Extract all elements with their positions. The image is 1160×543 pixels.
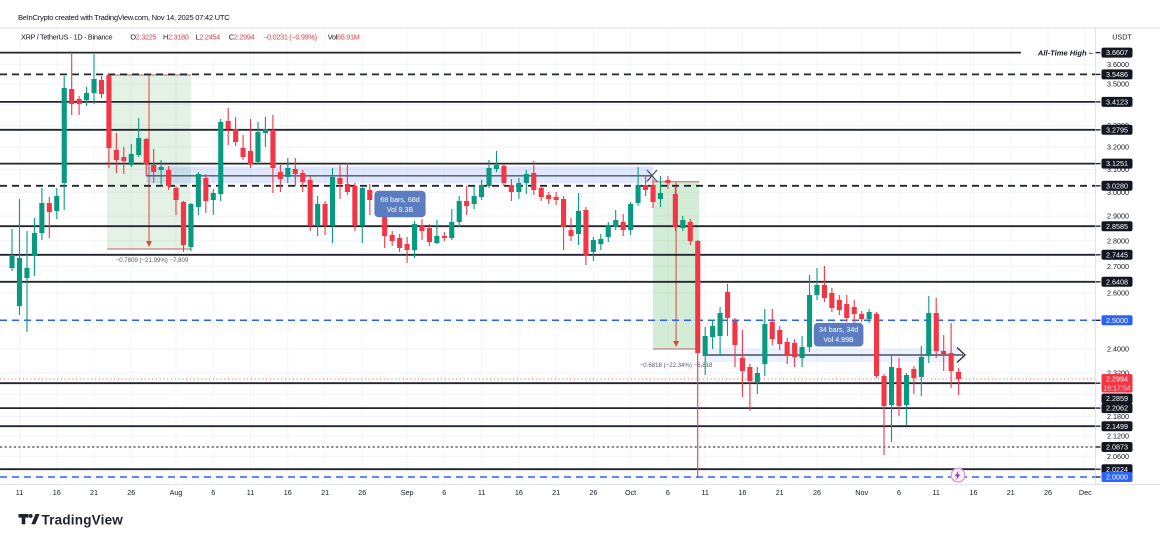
- svg-text:21: 21: [552, 488, 560, 497]
- svg-text:2.6000: 2.6000: [1107, 288, 1129, 297]
- svg-text:26: 26: [127, 488, 135, 497]
- svg-text:2.6408: 2.6408: [1106, 277, 1128, 286]
- svg-text:L2.2454: L2.2454: [196, 33, 221, 42]
- svg-text:26: 26: [1044, 488, 1052, 497]
- svg-text:6: 6: [897, 488, 901, 497]
- svg-text:2.8585: 2.8585: [1106, 222, 1128, 231]
- svg-text:2.2859: 2.2859: [1106, 394, 1128, 403]
- svg-text:Vol65.91M: Vol65.91M: [328, 33, 360, 42]
- svg-text:3.1000: 3.1000: [1107, 165, 1129, 174]
- svg-text:34 bars, 34d: 34 bars, 34d: [819, 326, 858, 334]
- svg-text:11: 11: [478, 488, 485, 497]
- svg-text:C2.2994: C2.2994: [229, 33, 255, 42]
- svg-text:2.0224: 2.0224: [1106, 465, 1128, 474]
- svg-text:3.1251: 3.1251: [1106, 159, 1128, 168]
- svg-text:2.7445: 2.7445: [1106, 250, 1128, 259]
- svg-text:16: 16: [970, 488, 978, 497]
- svg-text:6: 6: [442, 488, 446, 497]
- svg-text:21: 21: [321, 488, 329, 497]
- svg-text:H2.3180: H2.3180: [163, 33, 189, 42]
- svg-text:2.1499: 2.1499: [1106, 422, 1128, 431]
- svg-text:21: 21: [90, 488, 98, 497]
- svg-text:XRP / TetherUS · 1D · Binance: XRP / TetherUS · 1D · Binance: [21, 33, 112, 42]
- svg-text:21: 21: [1007, 488, 1015, 497]
- svg-text:Dec: Dec: [1079, 488, 1092, 497]
- svg-text:Sep: Sep: [401, 488, 414, 497]
- svg-text:2.4000: 2.4000: [1107, 345, 1129, 354]
- svg-text:3.0000: 3.0000: [1107, 188, 1129, 197]
- svg-text:2.0000: 2.0000: [1106, 473, 1128, 482]
- svg-text:2.0600: 2.0600: [1107, 452, 1129, 461]
- svg-text:2.2994: 2.2994: [1106, 375, 1128, 384]
- svg-text:BeInCrypto created with Tradin: BeInCrypto created with TradingView.com,…: [18, 13, 230, 22]
- svg-text:11: 11: [247, 488, 254, 497]
- svg-text:2.9000: 2.9000: [1107, 212, 1129, 221]
- svg-text:Aug: Aug: [170, 488, 183, 497]
- svg-text:11: 11: [701, 488, 708, 497]
- svg-text:TradingView: TradingView: [42, 513, 124, 528]
- svg-text:16: 16: [53, 488, 61, 497]
- svg-text:Oct: Oct: [625, 488, 636, 497]
- svg-text:6: 6: [211, 488, 215, 497]
- svg-text:16: 16: [284, 488, 292, 497]
- svg-text:16:17:54: 16:17:54: [1103, 385, 1130, 392]
- svg-text:−0.6818 (−22.34%) −6,818: −0.6818 (−22.34%) −6,818: [640, 362, 713, 369]
- svg-text:68 bars, 68d: 68 bars, 68d: [380, 196, 419, 204]
- svg-text:Vol 4.99B: Vol 4.99B: [823, 336, 854, 344]
- svg-text:2.1800: 2.1800: [1107, 412, 1129, 421]
- svg-text:3.6000: 3.6000: [1107, 60, 1129, 69]
- svg-text:3.2000: 3.2000: [1107, 143, 1129, 152]
- svg-text:3.0280: 3.0280: [1106, 181, 1128, 190]
- svg-text:2.0873: 2.0873: [1106, 443, 1128, 452]
- svg-text:USDT: USDT: [1112, 33, 1132, 42]
- svg-text:−0.7809 (−21.99%) −7,809: −0.7809 (−21.99%) −7,809: [116, 257, 189, 264]
- svg-text:6: 6: [666, 488, 670, 497]
- svg-text:Vol 9.3B: Vol 9.3B: [387, 206, 414, 214]
- svg-text:O2.3225: O2.3225: [130, 33, 156, 42]
- svg-text:Nov: Nov: [855, 488, 868, 497]
- svg-text:2.8000: 2.8000: [1107, 236, 1129, 245]
- svg-text:3.6607: 3.6607: [1106, 48, 1128, 57]
- svg-text:16: 16: [738, 488, 746, 497]
- svg-text:11: 11: [932, 488, 939, 497]
- svg-text:2.3200: 2.3200: [1107, 368, 1129, 377]
- svg-text:2.7000: 2.7000: [1107, 262, 1129, 271]
- svg-text:11: 11: [16, 488, 23, 497]
- svg-text:3.4123: 3.4123: [1106, 98, 1128, 107]
- svg-text:2.5000: 2.5000: [1106, 316, 1128, 325]
- svg-text:All-Time High –: All-Time High –: [1037, 48, 1094, 57]
- svg-text:2.1200: 2.1200: [1107, 432, 1129, 441]
- svg-text:21: 21: [776, 488, 784, 497]
- svg-text:3.2795: 3.2795: [1106, 125, 1128, 134]
- svg-text:16: 16: [515, 488, 523, 497]
- svg-text:3.5000: 3.5000: [1107, 80, 1129, 89]
- svg-text:3.5486: 3.5486: [1106, 70, 1128, 79]
- svg-text:26: 26: [358, 488, 366, 497]
- svg-text:2.2062: 2.2062: [1106, 404, 1128, 413]
- svg-text:26: 26: [589, 488, 597, 497]
- svg-text:26: 26: [813, 488, 821, 497]
- svg-text:−0.0231 (−0.99%): −0.0231 (−0.99%): [263, 33, 317, 42]
